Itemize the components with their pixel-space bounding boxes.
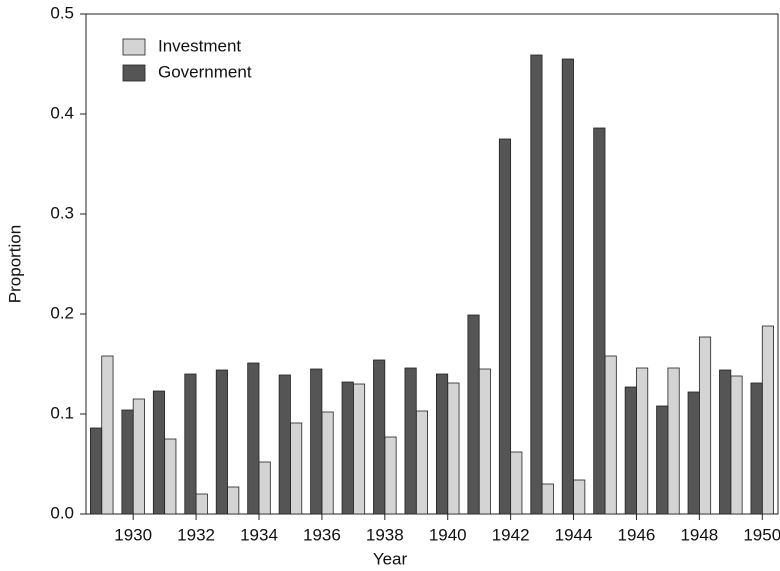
x-tick-label: 1930 [114, 525, 152, 544]
legend-label: Government [158, 62, 252, 81]
legend-label: Investment [158, 36, 241, 55]
bar [290, 422, 303, 515]
bar [478, 368, 491, 515]
bar [164, 438, 177, 515]
bar [195, 493, 208, 515]
bar [352, 383, 366, 515]
bar [247, 362, 260, 515]
bar [730, 375, 743, 515]
x-tick-label: 1938 [366, 525, 404, 544]
bar [573, 479, 586, 515]
bar [750, 382, 763, 515]
bar [258, 461, 271, 515]
bar [761, 325, 774, 515]
bar [121, 409, 134, 515]
bar [698, 336, 712, 515]
y-axis-label: Proportion [5, 225, 24, 303]
bar [719, 369, 732, 515]
x-tick-label: 1936 [303, 525, 341, 544]
x-tick-label: 1942 [492, 525, 530, 544]
bar [184, 373, 197, 515]
bar [510, 451, 523, 515]
bar [604, 355, 617, 515]
bar [593, 127, 606, 515]
y-tick-label: 0.1 [50, 403, 74, 422]
bar [656, 405, 669, 515]
x-tick-label: 1948 [680, 525, 718, 544]
legend-swatch [122, 38, 146, 56]
bar [415, 410, 428, 515]
bar [341, 381, 354, 515]
bar [530, 54, 543, 515]
bar [541, 483, 554, 515]
bar [624, 386, 637, 515]
bar [310, 368, 323, 515]
x-tick-label: 1934 [240, 525, 278, 544]
bar [498, 138, 512, 515]
bar [687, 391, 700, 515]
x-tick-label: 1946 [618, 525, 656, 544]
bar [447, 382, 460, 515]
bar [321, 411, 334, 515]
x-tick-label: 1932 [177, 525, 215, 544]
bar [132, 398, 145, 515]
legend-swatch [122, 64, 146, 82]
bar [384, 436, 397, 515]
bar [436, 373, 449, 515]
bar [215, 369, 228, 515]
plot-frame [85, 13, 779, 515]
bar [90, 427, 103, 515]
bar [227, 486, 240, 515]
bar [467, 314, 480, 515]
bar [152, 390, 166, 515]
bar [667, 367, 680, 515]
y-tick-label: 0.5 [50, 3, 74, 22]
x-axis-label: Year [373, 549, 408, 568]
y-tick-label: 0.0 [50, 503, 74, 522]
bar [278, 374, 291, 515]
bar [373, 359, 386, 515]
y-tick-label: 0.3 [50, 203, 74, 222]
bar [561, 58, 574, 515]
y-tick-label: 0.2 [50, 303, 74, 322]
x-tick-label: 1944 [555, 525, 593, 544]
bar [404, 367, 417, 515]
x-tick-label: 1950 [743, 525, 780, 544]
x-tick-label: 1940 [429, 525, 467, 544]
y-tick-label: 0.4 [50, 103, 74, 122]
bar [101, 355, 114, 515]
bar [636, 367, 649, 515]
